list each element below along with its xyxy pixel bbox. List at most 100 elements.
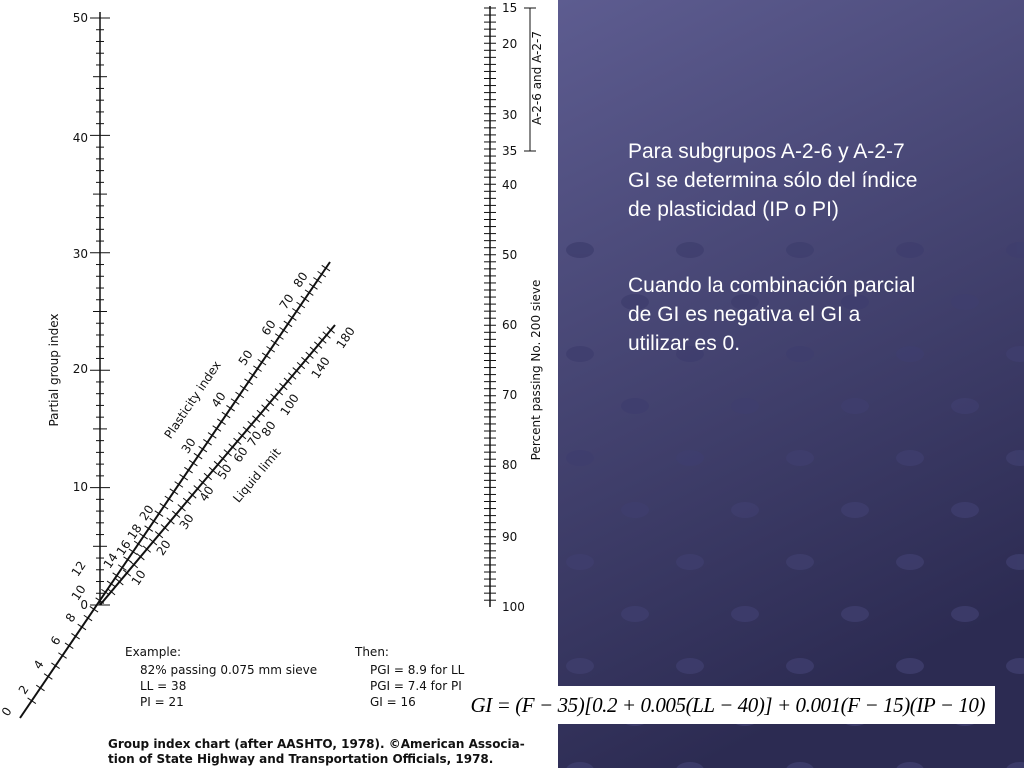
tick (184, 466, 193, 474)
tick (198, 478, 207, 487)
tick (112, 572, 122, 579)
tick (248, 371, 258, 379)
result-title: Then: (354, 645, 389, 659)
dot (841, 502, 869, 518)
dot (676, 346, 704, 362)
tick (160, 524, 169, 532)
tick (154, 510, 164, 517)
dot (841, 294, 869, 310)
axis-label: 40 (73, 131, 88, 145)
tick (142, 545, 152, 553)
dot (676, 658, 704, 674)
tick (164, 495, 174, 503)
tick (188, 491, 197, 499)
axis-label: 15 (502, 1, 517, 15)
tick (207, 432, 217, 439)
dot (731, 398, 759, 414)
tick (188, 459, 198, 467)
dot (1006, 554, 1024, 570)
tick (27, 697, 37, 704)
tick (203, 438, 212, 446)
tick (283, 320, 293, 328)
axis-label: 40 (502, 178, 517, 192)
tick (221, 411, 231, 419)
dot (676, 554, 704, 570)
tick (308, 283, 318, 290)
tick (279, 326, 289, 334)
tick (274, 388, 284, 396)
tick (261, 352, 271, 359)
tick (148, 538, 158, 546)
dot (841, 398, 869, 414)
axis-label: 0 (80, 598, 88, 612)
axis-label: 50 (73, 11, 88, 25)
tick (177, 504, 186, 512)
tick (217, 418, 226, 425)
dot (786, 242, 814, 258)
dot (676, 762, 704, 768)
tick (223, 449, 232, 457)
tick (136, 553, 145, 561)
tick (279, 382, 288, 391)
axis-label: 50 (502, 248, 517, 262)
bracket-label: A-2-6 and A-2-7 (530, 31, 544, 125)
tick (43, 673, 53, 680)
tick (288, 372, 297, 380)
dot (896, 346, 924, 362)
result-line: PGI = 8.9 for LL (370, 663, 465, 677)
tick (256, 409, 265, 418)
tick (144, 525, 154, 532)
dot (951, 606, 979, 622)
tick (300, 295, 310, 303)
background (558, 0, 1024, 768)
dot (951, 398, 979, 414)
tick (239, 385, 249, 392)
tick (171, 510, 181, 518)
axis-label: 10 (73, 480, 88, 494)
formula-box (462, 686, 995, 724)
dot (896, 242, 924, 258)
tick (237, 432, 247, 440)
tick (77, 623, 87, 631)
tick (242, 426, 251, 434)
tick (270, 339, 280, 347)
axis-label: 30 (502, 108, 517, 122)
tick (89, 606, 99, 613)
dot (566, 554, 594, 570)
tick (247, 420, 256, 429)
chart-panel (0, 0, 558, 768)
tick (128, 548, 138, 555)
dot (951, 502, 979, 518)
tick (122, 569, 132, 577)
tick (292, 308, 301, 315)
tick (174, 481, 184, 488)
axis-label: 70 (502, 388, 517, 402)
paragraph-line: Para subgrupos A-2-6 y A-2-7 (628, 140, 905, 163)
tick (318, 336, 327, 344)
tick (169, 488, 179, 495)
tick (230, 398, 240, 405)
tick (71, 633, 80, 640)
tick (129, 561, 139, 569)
dot (896, 658, 924, 674)
dot (786, 450, 814, 466)
tick (235, 391, 245, 399)
dot (621, 294, 649, 310)
pi-line (19, 261, 331, 719)
tick (233, 437, 242, 445)
axis-title: Percent passing No. 200 sieve (529, 280, 543, 461)
tick (106, 580, 116, 588)
paragraph-line: de plasticidad (IP o PI) (628, 198, 839, 221)
axis-label: 90 (502, 530, 517, 544)
tick (283, 377, 292, 385)
tick (203, 472, 213, 481)
dot (1006, 658, 1024, 674)
tick (193, 452, 203, 460)
example-line: PI = 21 (140, 695, 184, 709)
tick (213, 460, 223, 469)
tick (218, 455, 227, 463)
tick (35, 684, 45, 692)
dot (676, 450, 704, 466)
axis-label: 20 (502, 37, 517, 51)
